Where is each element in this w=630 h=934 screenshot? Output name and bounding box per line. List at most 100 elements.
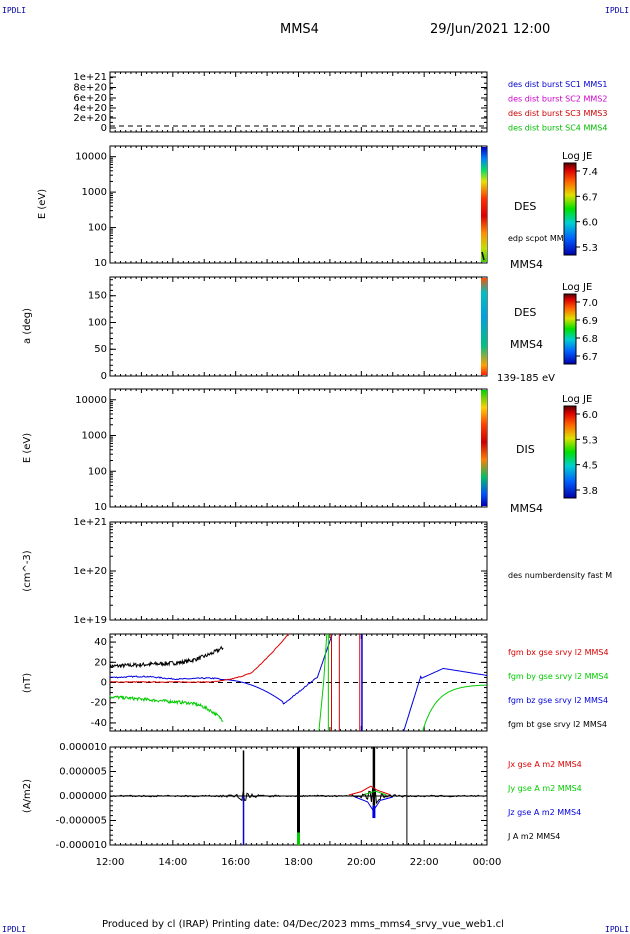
dis-energy-colorbar	[563, 405, 577, 499]
des-energy-colorbar-tick-label: 6.7	[582, 192, 598, 203]
current-panel-ytick-label: 0.000000	[59, 791, 107, 802]
des-pitch-panel-ytick-label: 50	[94, 344, 107, 355]
des-pitch-ylabel: a (deg)	[22, 308, 33, 344]
burst-legend-3: des dist burst SC3 MMS3	[508, 109, 607, 118]
des-pitch-energy-range: 139-185 eV	[497, 373, 555, 384]
des-energy-panel-frame	[109, 145, 488, 264]
xaxis-tick-label: 00:00	[473, 857, 502, 868]
des-pitch-panel-ytick-label: 0	[101, 371, 107, 382]
des-pitch-spacecraft-label: MMS4	[510, 338, 543, 351]
burst-panel-ytick-label: 0	[101, 123, 107, 134]
fgm-ylabel: (nT)	[22, 673, 33, 693]
dis-energy-colorbar-tick-label: 5.3	[582, 435, 598, 446]
burst-panel-ytick-label: 4e+20	[73, 103, 107, 114]
dis-energy-colorbar-tick-label: 6.0	[582, 410, 598, 421]
dis-energy-panel-ytick-label: 100	[88, 466, 107, 477]
des-pitch-colorbar-tick-label: 6.8	[582, 334, 598, 345]
xaxis-tick-label: 20:00	[347, 857, 376, 868]
fgm-bz-line-late	[403, 667, 487, 732]
des-energy-colorbar	[563, 162, 577, 256]
des-pitch-panel-ytick-label: 150	[88, 291, 107, 302]
des-energy-colorbar-tick-label: 5.3	[582, 243, 598, 254]
fgm-bx-line	[109, 633, 290, 684]
des-energy-panel-ytick-label: 10000	[75, 152, 107, 163]
burst-panel-ytick-label: 6e+20	[73, 93, 107, 104]
dis-energy-spacecraft-label: MMS4	[510, 502, 543, 515]
current-legend-3: Jz gse A m2 MMS4	[507, 808, 581, 817]
fgm-bt-line	[109, 645, 224, 669]
des-energy-colorbar-tick-label: 6.0	[582, 218, 598, 229]
fgm-panel-ytick-label: -20	[91, 698, 107, 709]
burst-legend-2: des dist burst SC2 MMS2	[508, 95, 607, 104]
current-legend-4: J A m2 MMS4	[507, 832, 560, 841]
burst-panel-ytick-label: 1e+21	[73, 72, 107, 83]
density-ylabel: (cm^-3)	[22, 550, 33, 591]
fgm-legend-3: fgm bz gse srvy l2 MMS4	[508, 696, 608, 705]
des-pitch-spectrogram-strip	[481, 278, 487, 375]
des-pitch-panel-frame	[109, 276, 488, 377]
current-panel-ytick-label: 0.000010	[59, 742, 107, 753]
datetime-title: 29/Jun/2021 12:00	[430, 22, 551, 37]
xaxis-tick-label: 22:00	[410, 857, 439, 868]
dis-energy-colorbar-tick-label: 4.5	[582, 461, 598, 472]
xaxis-tick-label: 14:00	[158, 857, 187, 868]
des-energy-label: DES	[514, 200, 536, 213]
des-pitch-colorbar-title: Log JE	[562, 282, 592, 293]
current-panel-ytick-label: 0.000005	[59, 767, 107, 778]
corner-label-top-right: IPDLI	[605, 6, 630, 15]
current-jy-bump	[364, 790, 387, 796]
dis-energy-colorbar-title: Log JE	[562, 394, 592, 405]
current-jz-bump	[354, 796, 393, 812]
fgm-by-rise	[318, 633, 328, 732]
density-panel-frame	[109, 521, 488, 621]
des-pitch-colorbar-tick-label: 6.7	[582, 352, 598, 363]
des-energy-colorbar-title: Log JE	[562, 151, 592, 162]
burst-legend-4: des dist burst SC4 MMS4	[508, 124, 607, 133]
fgm-bz-line	[109, 633, 333, 705]
density-panel-ytick-label: 1e+19	[73, 615, 107, 626]
des-energy-panel-ytick-label: 100	[88, 223, 107, 234]
des-pitch-colorbar	[563, 293, 577, 365]
des-energy-ylabel: E (eV)	[37, 189, 48, 219]
fgm-by-line-late	[422, 684, 487, 732]
burst-panel-ytick-label: 8e+20	[73, 83, 107, 94]
fgm-legend-2: fgm by gse srvy l2 MMS4	[508, 672, 609, 681]
fgm-by-line	[109, 694, 224, 723]
fgm-panel-ytick-label: -40	[91, 718, 107, 729]
des-energy-spacecraft-label: MMS4	[510, 258, 543, 271]
dis-energy-panel-ytick-label: 1000	[82, 431, 107, 442]
des-energy-panel-ytick-label: 1000	[82, 187, 107, 198]
xaxis-tick-label: 16:00	[221, 857, 250, 868]
dis-energy-spectrogram-strip	[481, 390, 487, 506]
des-energy-colorbar-tick-label: 7.4	[582, 167, 598, 178]
density-panel-ytick-label: 1e+21	[73, 517, 107, 528]
fgm-legend-4: fgm bt gse srvy l2 MMS4	[508, 720, 607, 729]
dis-energy-panel-frame	[109, 388, 488, 508]
des-pitch-colorbar-tick-label: 6.9	[582, 316, 598, 327]
spacecraft-title: MMS4	[280, 22, 319, 37]
dis-energy-label: DIS	[516, 443, 535, 456]
corner-label-bottom-right: IPDLI	[605, 925, 630, 934]
xaxis-tick-label: 18:00	[284, 857, 313, 868]
des-energy-spectrogram-strip	[481, 147, 487, 262]
current-ylabel: (A/m2)	[22, 779, 33, 813]
fgm-panel-ytick-label: 20	[94, 657, 107, 668]
dis-energy-ylabel: E (eV)	[22, 433, 33, 463]
current-panel-ytick-label: -0.000010	[56, 840, 107, 851]
scpot-overlay-line	[481, 251, 485, 261]
burst-legend-1: des dist burst SC1 MMS1	[508, 80, 607, 89]
dis-energy-colorbar-tick-label: 3.8	[582, 486, 598, 497]
scpot-label: edp scpot MMS4	[508, 234, 574, 243]
footer-credit: Produced by cl (IRAP) Printing date: 04/…	[102, 919, 504, 930]
dis-energy-panel-ytick-label: 10	[94, 502, 107, 513]
density-legend-1: des numberdensity fast M	[508, 571, 612, 580]
burst-panel-ytick-label: 2e+20	[73, 113, 107, 124]
density-panel-ytick-label: 1e+20	[73, 566, 107, 577]
current-panel-ytick-label: -0.000005	[56, 816, 107, 827]
des-energy-panel-ytick-label: 10	[94, 258, 107, 269]
current-legend-2: Jy gse A m2 MMS4	[507, 784, 582, 793]
des-pitch-panel-ytick-label: 100	[88, 317, 107, 328]
fgm-panel-ytick-label: 40	[94, 637, 107, 648]
des-pitch-label: DES	[514, 306, 536, 319]
